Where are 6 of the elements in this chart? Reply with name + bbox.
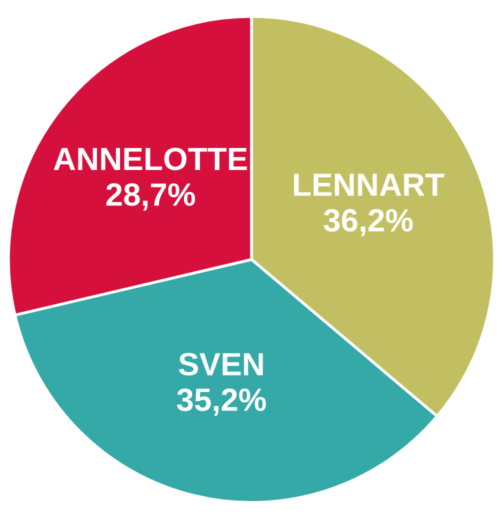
data-label: 28,7% (106, 183, 196, 211)
slice-label: ANNELOTTE (54, 148, 247, 170)
slice-label: SVEN (178, 352, 263, 376)
data-label: 36,2% (324, 209, 413, 236)
data-label: 35,2% (176, 388, 266, 416)
slice-label: LENNART (294, 174, 444, 196)
